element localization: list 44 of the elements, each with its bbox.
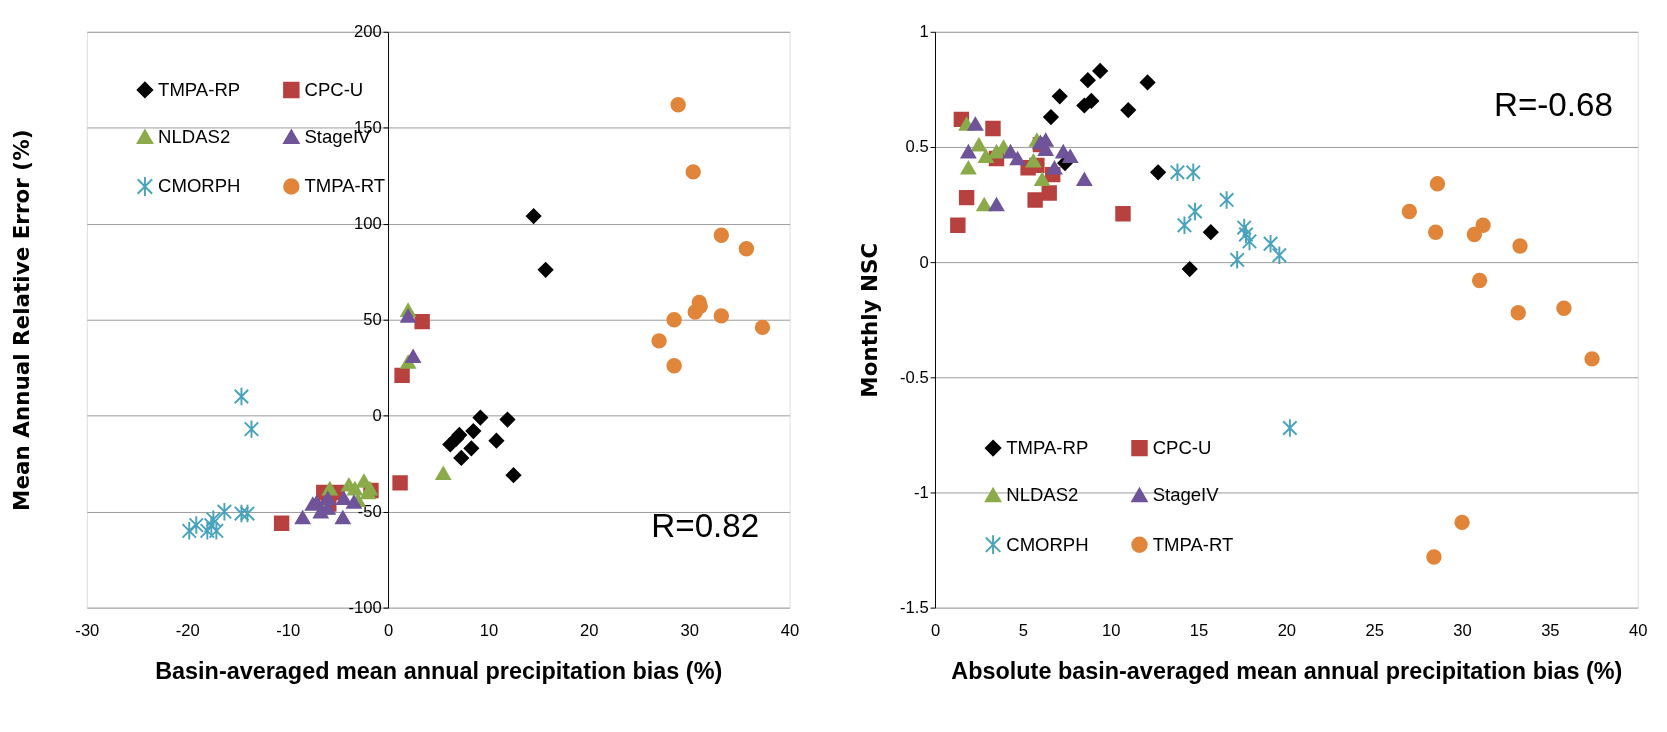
- y-tick-label: 0: [919, 252, 929, 272]
- y-tick-label: -0.5: [900, 367, 929, 387]
- x-tick-label: 30: [1453, 621, 1472, 641]
- x-tick-label: -10: [276, 621, 301, 641]
- y-tick-label: -1: [913, 482, 929, 502]
- legend-label: TMPA-RT: [1152, 533, 1234, 555]
- legend-label: CMORPH: [1006, 533, 1089, 555]
- x-tick-label: 20: [580, 621, 599, 641]
- y-tick-label: 50: [363, 310, 382, 330]
- y-tick-label: -1.5: [900, 598, 929, 618]
- y-tick-label: -50: [357, 502, 382, 522]
- legend-label: TMPA-RT: [304, 175, 386, 197]
- legend-label: CPC-U: [1152, 436, 1212, 458]
- legend-label: CPC-U: [304, 78, 364, 100]
- y-axis-title: Monthly NSC: [856, 242, 882, 398]
- x-tick-label: 5: [1018, 621, 1028, 641]
- x-tick-label: -30: [75, 621, 100, 641]
- x-tick-label: 40: [1628, 621, 1648, 641]
- y-tick-label: 0: [372, 406, 382, 426]
- y-tick-label: -100: [348, 598, 382, 618]
- x-tick-label: 35: [1541, 621, 1560, 641]
- legend-label: CMORPH: [158, 175, 241, 197]
- x-tick-label: -20: [175, 621, 200, 641]
- y-tick-label: 0.5: [905, 137, 929, 157]
- x-tick-label: 20: [1277, 621, 1297, 641]
- legend-label: TMPA-RP: [158, 78, 241, 100]
- y-axis-title: Mean Annual Relative Error (%): [8, 129, 34, 511]
- legend-label: NLDAS2: [158, 125, 231, 147]
- y-tick-label: 100: [354, 214, 382, 234]
- x-axis-title: Basin-averaged mean annual precipitation bias (%): [155, 658, 723, 685]
- x-tick-label: 15: [1189, 621, 1209, 641]
- x-tick-label: 10: [1101, 621, 1121, 641]
- y-tick-label: 1: [919, 22, 929, 42]
- legend-label: StageIV: [1152, 483, 1220, 505]
- legend-label: TMPA-RP: [1006, 436, 1089, 458]
- legend-label: NLDAS2: [1006, 483, 1079, 505]
- annotation: R=-0.68: [1493, 86, 1613, 124]
- annotation: R=0.82: [651, 506, 760, 544]
- x-tick-label: 30: [680, 621, 699, 641]
- x-tick-label: 10: [479, 621, 499, 641]
- x-tick-label: 25: [1365, 621, 1384, 641]
- x-tick-label: 40: [780, 621, 800, 641]
- y-tick-label: 200: [354, 22, 382, 42]
- x-axis-title: Absolute basin-averaged mean annual precipitation bias (%): [951, 658, 1623, 685]
